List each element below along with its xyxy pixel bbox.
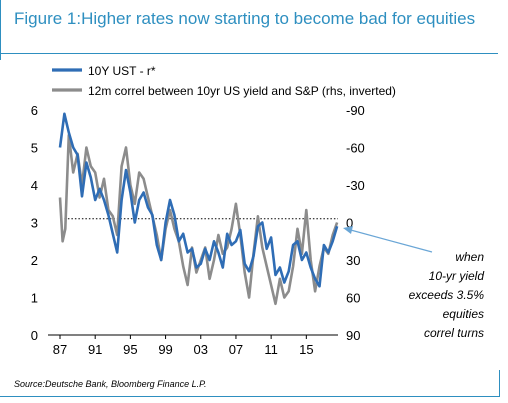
x-tick-label: 03	[194, 342, 208, 357]
y-left-tick-label: 4	[31, 178, 38, 193]
x-tick-label: 11	[264, 342, 278, 357]
title-divider	[0, 53, 498, 54]
y-left-tick-label: 6	[31, 103, 38, 118]
annotation-line-5: correl turns	[424, 326, 484, 340]
annotation-line-2: 10-yr yield	[429, 269, 485, 283]
annotation-arrow	[346, 228, 433, 253]
annotation-arrow-head	[343, 226, 353, 234]
plot-area	[58, 112, 339, 306]
source-note: Source:Deutsche Bank, Bloomberg Finance …	[14, 379, 207, 389]
series-line-correl	[58, 133, 339, 306]
footer-right-rule	[499, 370, 500, 396]
x-tick-label: 15	[299, 342, 313, 357]
annotation: when 10-yr yield exceeds 3.5% equities c…	[343, 226, 484, 340]
legend-label-correl: 12m correl between 10yr US yield and S&P…	[88, 84, 396, 98]
y-right-tick-label: 90	[346, 328, 360, 343]
x-tick-label: 99	[158, 342, 172, 357]
y-right-tick-label: 30	[346, 253, 360, 268]
series-line-ust	[58, 112, 339, 288]
y-left-tick-label: 1	[31, 291, 38, 306]
axes: 87 91 95 99 03 07 11 15 0 1 2 3 4 5 6 90 60 30 0 -30 -60 -90	[31, 103, 365, 357]
y-left-tick-label: 0	[31, 328, 38, 343]
annotation-line-4: equities	[443, 307, 484, 321]
y-left-tick-label: 5	[31, 141, 38, 156]
x-tick-label: 07	[229, 342, 243, 357]
y-right-tick-label: -60	[346, 141, 365, 156]
annotation-line-1: when	[455, 250, 484, 264]
figure-title: Figure 1:Higher rates now starting to be…	[14, 9, 476, 28]
legend-label-ust: 10Y UST - r*	[88, 64, 156, 78]
y-right-tick-label: 0	[346, 216, 353, 231]
y-right-tick-label: 60	[346, 291, 360, 306]
legend: 10Y UST - r* 12m correl between 10yr US …	[52, 64, 396, 98]
annotation-line-3: exceeds 3.5%	[409, 288, 485, 302]
y-right-tick-label: -30	[346, 178, 365, 193]
x-tick-label: 95	[123, 342, 137, 357]
y-right-tick-label: -90	[346, 103, 365, 118]
x-tick-label: 91	[88, 342, 102, 357]
title-left-rule	[0, 0, 1, 60]
y-left-tick-label: 2	[31, 253, 38, 268]
y-left-tick-label: 3	[31, 216, 38, 231]
x-tick-label: 87	[53, 342, 67, 357]
footer-rule	[0, 396, 500, 397]
